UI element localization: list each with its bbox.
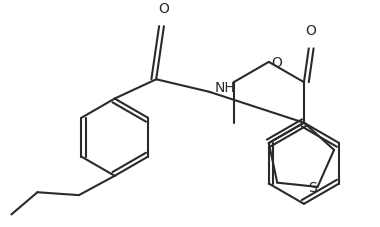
Text: O: O (305, 24, 316, 38)
Text: O: O (272, 56, 283, 69)
Text: NH: NH (214, 81, 235, 95)
Text: S: S (309, 180, 317, 194)
Text: O: O (158, 2, 169, 15)
